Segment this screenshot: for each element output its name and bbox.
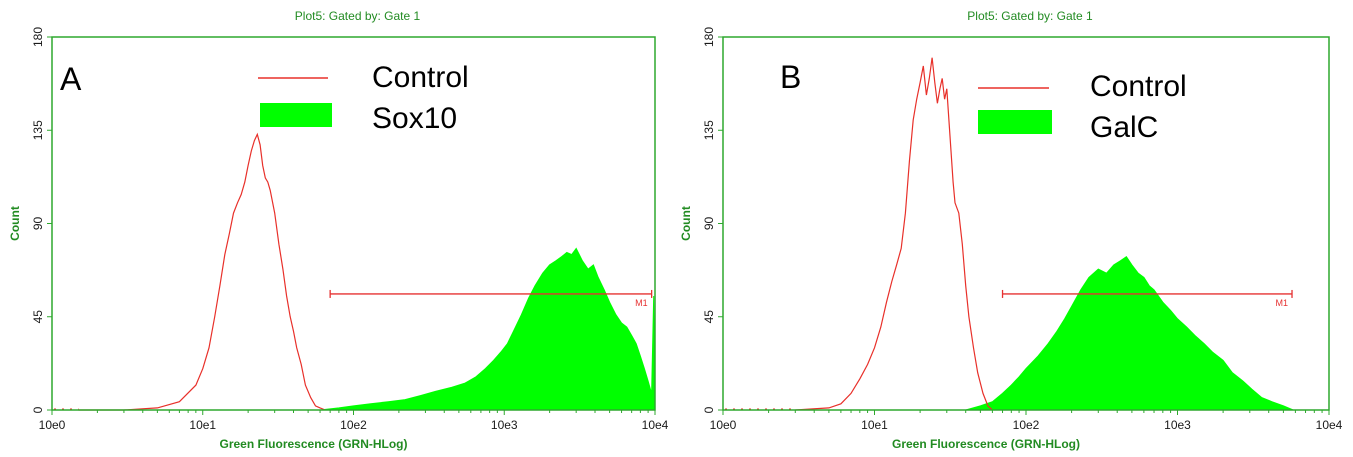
series-sox10-area (320, 247, 656, 411)
marker-m1: M1 (1001, 289, 1293, 308)
y-axis-title: Count (679, 206, 693, 241)
legend: Control Sox10 (258, 61, 469, 135)
legend-fill-label: Sox10 (372, 102, 457, 135)
chart-title: Plot5: Gated by: Gate 1 (295, 9, 421, 23)
x-tick-label: 10e4 (1316, 418, 1343, 432)
histogram-panel-b: Plot5: Gated by: Gate 1 M1 10e0 10e1 10e2 10e… (676, 0, 1353, 457)
panel-label: B (780, 59, 801, 95)
x-axis-title: Green Fluorescence (GRN-HLog) (892, 437, 1080, 451)
y-tick-label: 180 (702, 27, 716, 47)
histogram-chart-a: Plot5: Gated by: Gate 1 M1 10e0 10e1 10e2 10e… (8, 9, 669, 451)
legend: Control GalC (978, 70, 1187, 144)
legend-fill-swatch (978, 110, 1052, 134)
series-control-line (795, 57, 993, 411)
x-tick-label: 10e3 (491, 418, 518, 432)
x-axis-title: Green Fluorescence (GRN-HLog) (219, 437, 407, 451)
y-tick-label: 90 (702, 217, 716, 231)
y-tick-label: 0 (31, 406, 45, 413)
legend-fill-swatch (260, 103, 332, 127)
histogram-chart-b: Plot5: Gated by: Gate 1 M1 10e0 10e1 10e2 10e… (679, 9, 1343, 451)
plot-frame (722, 36, 1330, 411)
legend-control-label: Control (372, 61, 469, 94)
series-control-line (78, 132, 326, 411)
x-tick-label: 10e0 (39, 418, 66, 432)
y-axis-title: Count (8, 206, 22, 241)
y-tick-label: 45 (702, 310, 716, 324)
y-tick-label: 45 (31, 310, 45, 324)
x-tick-label: 10e2 (340, 418, 367, 432)
x-tick-label: 10e2 (1013, 418, 1040, 432)
marker-m1-label: M1 (635, 298, 648, 308)
chart-title: Plot5: Gated by: Gate 1 (967, 9, 1093, 23)
y-tick-label: 135 (702, 120, 716, 140)
x-tick-label: 10e3 (1164, 418, 1191, 432)
legend-control-label: Control (1090, 70, 1187, 103)
y-tick-label: 0 (702, 406, 716, 413)
x-tick-label: 10e0 (710, 418, 737, 432)
series-galc-area (965, 256, 1294, 411)
y-tick-label: 90 (31, 217, 45, 231)
legend-fill-label: GalC (1090, 111, 1158, 144)
x-tick-label: 10e4 (642, 418, 669, 432)
marker-m1: M1 (329, 289, 653, 308)
panel-label: A (60, 61, 82, 97)
x-tick-label: 10e1 (861, 418, 888, 432)
marker-m1-label: M1 (1275, 298, 1288, 308)
y-tick-label: 135 (31, 120, 45, 140)
x-tick-label: 10e1 (189, 418, 216, 432)
y-tick-label: 180 (31, 27, 45, 47)
histogram-panel-a: Plot5: Gated by: Gate 1 M1 10e0 10e1 10e2 10e… (0, 0, 676, 457)
